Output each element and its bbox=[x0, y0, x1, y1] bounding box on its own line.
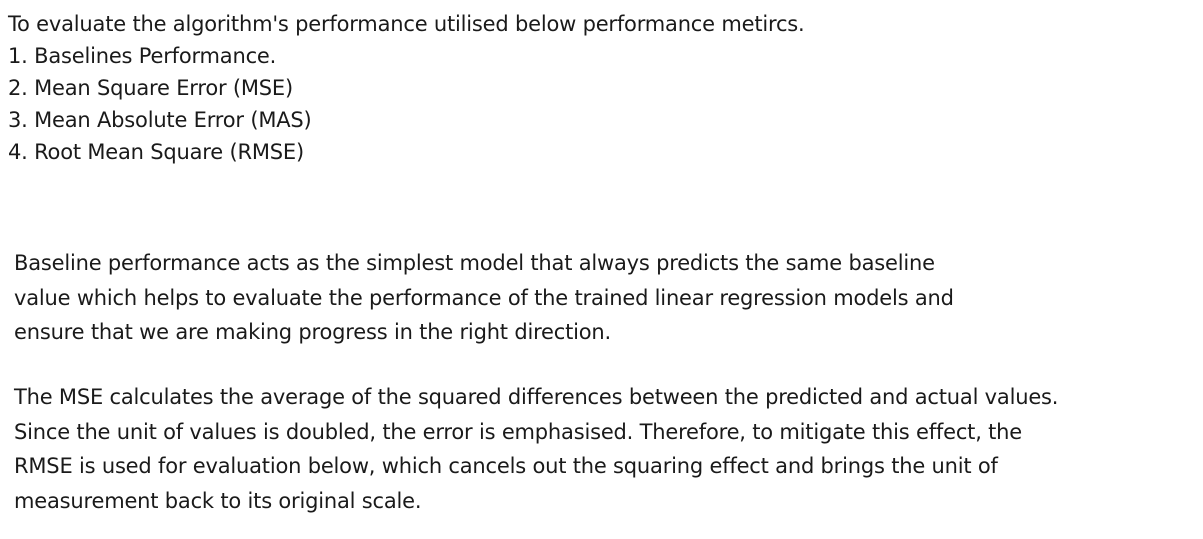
mse-paragraph: The MSE calculates the average of the sq… bbox=[14, 380, 1199, 518]
metrics-intro-block: To evaluate the algorithm's performance … bbox=[8, 8, 1188, 168]
metric-item-rmse: 4. Root Mean Square (RMSE) bbox=[8, 140, 304, 164]
paragraph-line: RMSE is used for evaluation below, which… bbox=[14, 454, 998, 478]
intro-lead-sentence: To evaluate the algorithm's performance … bbox=[8, 12, 805, 36]
paragraph-line: Since the unit of values is doubled, the… bbox=[14, 419, 1023, 444]
metric-item-mse: 2. Mean Square Error (MSE) bbox=[8, 76, 293, 100]
metric-item-mae: 3. Mean Absolute Error (MAS) bbox=[8, 108, 312, 132]
paragraph-line: measurement back to its original scale. bbox=[14, 488, 422, 513]
baseline-paragraph: Baseline performance acts as the simples… bbox=[14, 246, 1199, 350]
paragraph-line: Baseline performance acts as the simples… bbox=[14, 251, 935, 275]
paragraph-line: The MSE calculates the average of the sq… bbox=[14, 385, 1059, 409]
paragraph-line: value which helps to evaluate the perfor… bbox=[14, 285, 954, 310]
paragraph-line: ensure that we are making progress in th… bbox=[14, 320, 612, 344]
metric-item-baseline: 1. Baselines Performance. bbox=[8, 44, 277, 68]
